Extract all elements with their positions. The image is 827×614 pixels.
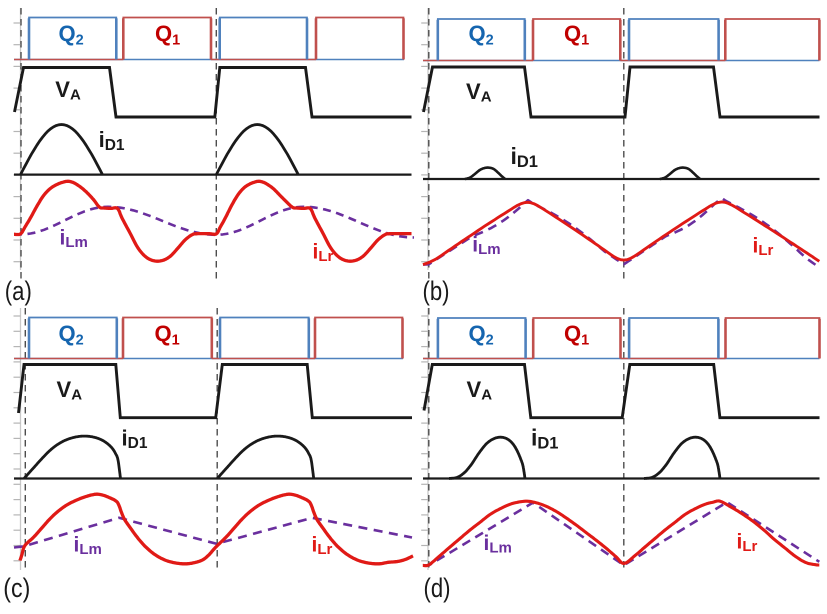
svg-text:(a): (a) [5, 276, 32, 306]
svg-text:Q1: Q1 [155, 21, 180, 49]
svg-text:Q1: Q1 [155, 321, 180, 349]
svg-text:iD1: iD1 [122, 425, 148, 452]
svg-text:VA: VA [466, 79, 492, 106]
svg-text:iD1: iD1 [511, 143, 538, 171]
svg-text:VA: VA [467, 377, 493, 404]
svg-text:VA: VA [55, 77, 81, 104]
svg-text:Q1: Q1 [564, 321, 589, 349]
svg-text:iLm: iLm [74, 533, 102, 558]
svg-text:iLm: iLm [484, 532, 512, 557]
svg-text:(b): (b) [423, 276, 450, 306]
svg-text:Q2: Q2 [469, 21, 494, 49]
svg-text:(d): (d) [424, 573, 451, 603]
svg-text:iD1: iD1 [531, 425, 558, 453]
svg-text:iLm: iLm [60, 226, 88, 251]
svg-text:Q2: Q2 [59, 21, 84, 49]
svg-text:iD1: iD1 [99, 127, 125, 154]
svg-text:iLr: iLr [313, 240, 334, 265]
svg-text:VA: VA [57, 377, 83, 404]
svg-text:Q1: Q1 [564, 21, 589, 49]
svg-text:iLr: iLr [737, 530, 758, 555]
svg-text:iLr: iLr [753, 234, 774, 258]
svg-text:Q2: Q2 [59, 321, 84, 349]
svg-text:Q2: Q2 [469, 321, 494, 349]
svg-text:iLm: iLm [472, 233, 500, 257]
svg-text:(c): (c) [3, 573, 30, 603]
